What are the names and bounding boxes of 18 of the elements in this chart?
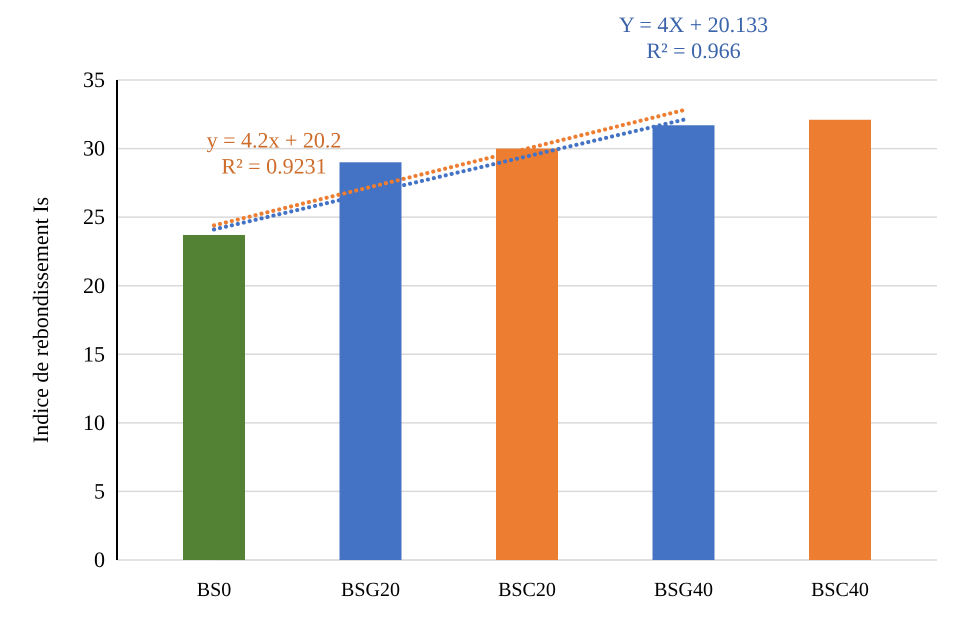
- x-tick-label: BSC40: [811, 579, 869, 602]
- y-tick-label: 35: [83, 67, 105, 92]
- y-axis-title: Indice de rebondissement Is: [28, 196, 53, 444]
- y-tick-label: 0: [94, 547, 105, 572]
- annotation: Y = 4X + 20.133 R² = 0.966: [618, 12, 768, 63]
- y-tick-label: 10: [83, 410, 105, 435]
- y-tick-label: 25: [83, 204, 105, 230]
- bar: [809, 120, 871, 560]
- y-tick-label: 5: [94, 478, 105, 504]
- x-tick-label: BSG40: [654, 579, 713, 602]
- bar: [183, 234, 245, 560]
- y-tick-label: 20: [83, 272, 105, 298]
- y-tick-label: 15: [83, 341, 105, 366]
- x-tick-label: BSG20: [341, 579, 400, 602]
- y-tick-label: 30: [83, 136, 105, 161]
- x-tick-label: BS0: [196, 579, 232, 602]
- annotation: y = 4.2x + 20.2 R² = 0.9231: [206, 127, 342, 178]
- x-tick-label: BSC20: [498, 579, 556, 602]
